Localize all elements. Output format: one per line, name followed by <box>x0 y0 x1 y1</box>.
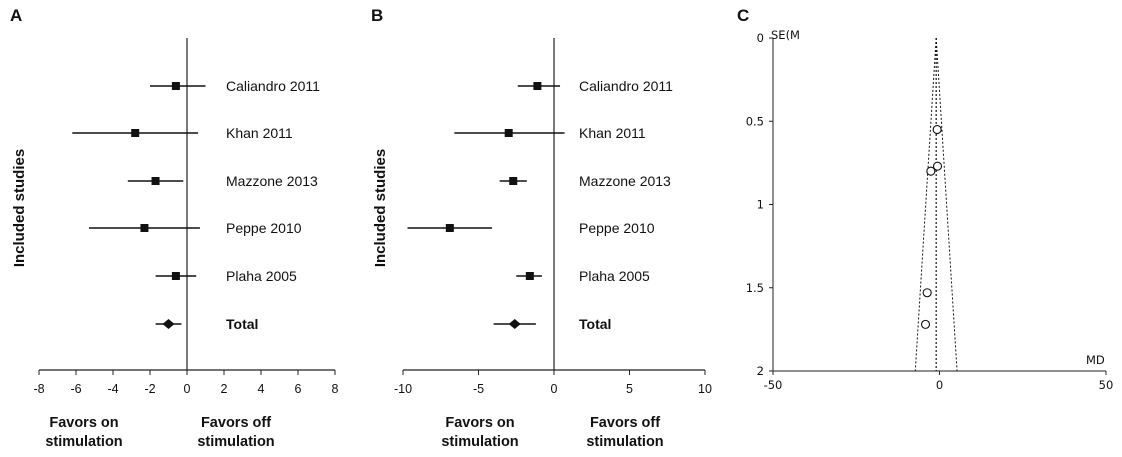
panel-a-x-tick-label: -2 <box>144 382 155 396</box>
panel-b-point-estimate <box>509 177 518 185</box>
panel-b-favors-left-line1: Favors on <box>445 415 514 431</box>
panel-a-x-tick-label: 2 <box>221 382 228 396</box>
panel-b-axes: -10 -5 0 5 10 <box>394 38 712 396</box>
panel-c-study-point <box>932 125 942 135</box>
panel-c-letter: C <box>737 6 749 25</box>
panel-b-study-label: Mazzone 2013 <box>579 173 671 189</box>
panel-a-point-estimate <box>151 177 160 185</box>
panel-a-point-estimate <box>131 129 140 137</box>
panel-b-marks: Caliandro 2011 Khan 2011 Mazzone 2013 Peppe… <box>407 78 673 332</box>
panel-c-axes: 0 0.5 1 1.5 2-50 0 50 <box>746 31 1114 392</box>
panel-c-study-point <box>926 166 936 176</box>
panel-a-axes: -8 -6 -4 -2 0 2 4 6 8 <box>33 38 339 396</box>
panel-a: A Included studies -8 -6 -4 -2 0 2 4 6 8 Caliand… <box>10 6 339 450</box>
panel-b-point-estimate <box>525 272 534 280</box>
panel-b-letter: B <box>371 6 383 25</box>
panel-c-x-label: MD <box>1086 353 1105 367</box>
panel-a-x-tick-label: 4 <box>258 382 265 396</box>
panel-c-y-tick-label: 0.5 <box>746 114 764 128</box>
panel-b-favors-right-line2: stimulation <box>586 434 663 450</box>
panel-a-marks: Caliandro 2011 Khan 2011 Mazzone 2013 Peppe… <box>72 78 320 332</box>
panel-c-study-point <box>932 161 943 171</box>
panel-c-y-tick-label: 1.5 <box>746 281 764 295</box>
panel-a-study-label: Mazzone 2013 <box>226 173 318 189</box>
panel-a-point-estimate <box>171 82 180 90</box>
panel-c-y-tick-label: 1 <box>757 198 764 212</box>
panel-b-study-label: Peppe 2010 <box>579 220 655 236</box>
panel-b-study-label: Plaha 2005 <box>579 268 650 284</box>
panel-b-total-label: Total <box>579 316 611 332</box>
panel-a-x-tick-label: 6 <box>295 382 302 396</box>
panel-a-letter: A <box>10 6 22 25</box>
panel-c: C SE(M MD 0 0.5 1 1.5 2-50 0 50 <box>737 6 1113 392</box>
panel-b-x-tick-label: 5 <box>626 382 633 396</box>
panel-b-point-estimate <box>445 224 454 232</box>
panel-a-x-tick-label: 0 <box>184 382 191 396</box>
panel-c-x-tick-label: -50 <box>764 378 783 392</box>
panel-a-y-label: Included studies <box>11 149 28 267</box>
panel-b-x-tick-label: 0 <box>551 382 558 396</box>
panel-c-funnel-right <box>935 37 958 372</box>
panel-a-x-tick-label: 8 <box>332 382 339 396</box>
panel-a-study-label: Plaha 2005 <box>226 268 297 284</box>
panel-b-y-label: Included studies <box>372 149 389 267</box>
panel-c-x-tick-label: 0 <box>936 378 943 392</box>
panel-a-x-tick-label: -6 <box>70 382 81 396</box>
panel-c-y-tick-label: 0 <box>757 31 764 45</box>
panel-c-x-tick-label: 50 <box>1099 378 1114 392</box>
panel-b-study-label: Khan 2011 <box>579 125 646 141</box>
panel-b-x-tick-label: -10 <box>394 382 412 396</box>
panel-a-x-tick-label: -4 <box>107 382 118 396</box>
panel-a-total-label: Total <box>226 316 258 332</box>
panel-a-point-estimate <box>140 224 149 232</box>
panel-b-favors-left-line2: stimulation <box>441 434 518 450</box>
panel-c-y-tick-label: 2 <box>757 364 764 378</box>
panel-c-marks <box>920 125 943 329</box>
panel-b-point-estimate <box>533 82 542 90</box>
panel-a-total-diamond <box>162 319 175 329</box>
panel-a-x-tick-label: -8 <box>33 382 44 396</box>
panel-c-y-label: SE(M <box>771 28 800 42</box>
panel-a-point-estimate <box>171 272 180 280</box>
panel-b-x-tick-label: -5 <box>473 382 484 396</box>
panel-a-favors-left-line2: stimulation <box>45 434 122 450</box>
panel-a-favors-right-line2: stimulation <box>197 434 274 450</box>
panel-b-study-label: Caliandro 2011 <box>579 78 673 94</box>
panel-b-favors-right-line1: Favors off <box>590 415 660 431</box>
panel-b: B Included studies -10 -5 0 5 10 Caliandro 2… <box>371 6 712 450</box>
panel-c-study-point <box>922 288 932 298</box>
panel-b-total-diamond <box>508 319 521 329</box>
panel-a-study-label: Khan 2011 <box>226 125 293 141</box>
panel-a-study-label: Peppe 2010 <box>226 220 302 236</box>
panel-a-study-label: Caliandro 2011 <box>226 78 320 94</box>
panel-a-favors-left-line1: Favors on <box>49 415 118 431</box>
panel-c-study-point <box>920 319 931 329</box>
panel-b-point-estimate <box>504 129 513 137</box>
panel-a-favors-right-line1: Favors off <box>201 415 271 431</box>
panel-b-x-tick-label: 10 <box>698 382 712 396</box>
